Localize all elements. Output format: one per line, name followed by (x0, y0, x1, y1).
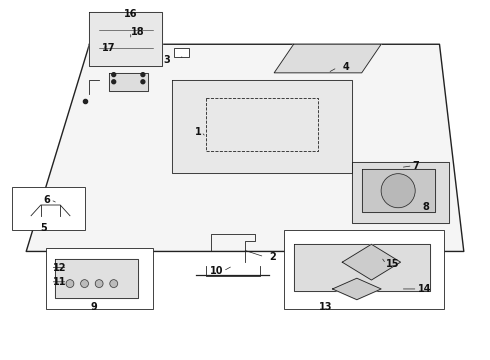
Text: 6: 6 (43, 195, 50, 204)
Text: 13: 13 (318, 302, 332, 312)
Text: 16: 16 (124, 9, 138, 19)
Polygon shape (333, 278, 381, 300)
Text: 3: 3 (163, 55, 170, 65)
Polygon shape (352, 162, 449, 223)
Polygon shape (274, 44, 381, 73)
Text: 5: 5 (40, 223, 47, 233)
Polygon shape (342, 244, 401, 280)
Circle shape (66, 280, 74, 288)
FancyBboxPatch shape (12, 187, 85, 230)
Polygon shape (26, 44, 464, 251)
Text: 15: 15 (386, 259, 399, 269)
Text: 18: 18 (131, 27, 145, 37)
Text: 4: 4 (342, 63, 349, 72)
Circle shape (141, 73, 145, 77)
Polygon shape (362, 169, 435, 212)
FancyBboxPatch shape (46, 248, 152, 309)
Text: 8: 8 (422, 202, 429, 212)
Circle shape (141, 80, 145, 84)
Bar (174, 48, 189, 57)
Circle shape (110, 280, 118, 288)
Polygon shape (172, 80, 352, 173)
Text: 17: 17 (101, 43, 115, 53)
Text: 12: 12 (53, 262, 67, 273)
Circle shape (112, 73, 116, 77)
Polygon shape (55, 258, 138, 298)
Text: 9: 9 (91, 302, 98, 312)
Circle shape (95, 280, 103, 288)
FancyBboxPatch shape (284, 230, 444, 309)
Polygon shape (89, 12, 162, 66)
Text: 11: 11 (53, 277, 67, 287)
Circle shape (112, 80, 116, 84)
Polygon shape (294, 244, 430, 291)
Circle shape (381, 174, 415, 208)
Circle shape (81, 280, 88, 288)
Text: 1: 1 (195, 127, 201, 137)
Text: 10: 10 (210, 266, 223, 276)
Polygon shape (109, 73, 148, 91)
Text: 14: 14 (417, 284, 431, 294)
Text: 7: 7 (413, 161, 419, 171)
Text: 2: 2 (270, 252, 276, 262)
